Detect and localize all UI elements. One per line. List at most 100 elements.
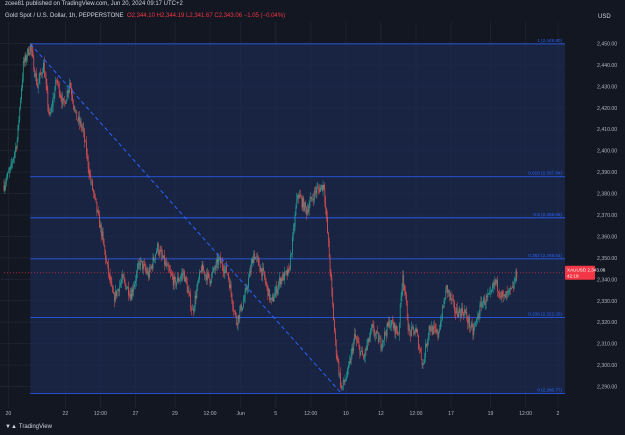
candle-up [244,292,246,299]
last-price-countdown: 42:19 [567,273,579,278]
candle-down [450,293,452,300]
candle-down [81,127,83,129]
candle-up [255,257,256,260]
candle-down [235,315,237,325]
candle-up [247,287,249,290]
candle-down [472,326,474,335]
y-tick-label: 2,330.00 [597,299,617,305]
candle-down [30,44,32,50]
candle-up [484,303,486,305]
candle-down [228,273,229,280]
candle-down [75,109,77,112]
candle-down [46,83,48,91]
candle-down [377,331,378,333]
candle-down [368,338,370,342]
candle-up [366,345,368,351]
candle-up [290,254,291,270]
y-tick-label: 2,350.00 [597,256,617,262]
candle-down [23,60,25,63]
candle-down [142,261,143,270]
candle-down [305,202,306,208]
candle-up [39,72,41,79]
candle-down [357,341,359,344]
candle-up [390,325,391,328]
candle-down [122,274,124,278]
candle-down [356,340,358,342]
candle-down [157,243,159,254]
candle-up [270,298,271,300]
y-tick-label: 2,390.00 [597,170,617,176]
candle-down [160,250,162,251]
candle-down [189,292,191,296]
candle-down [174,276,176,279]
candle-down [144,264,146,270]
candle-up [212,271,213,274]
candle-up [414,332,416,335]
candle-down [499,295,501,296]
candle-down [57,80,58,83]
candle-down [170,271,171,273]
candle-down [105,251,107,261]
candle-up [157,243,158,251]
candle-up [427,335,429,341]
candle-up [342,380,344,386]
candle-up [400,296,402,304]
x-tick-label: 12:00 [94,411,107,417]
candle-down [359,345,361,356]
candle-down [59,94,61,96]
candle-down [263,271,265,278]
candle-down [202,264,204,271]
candle-down [389,321,391,328]
candle-up [221,261,222,264]
candle-up [304,202,306,211]
candle-down [96,201,98,212]
candle-down [301,197,303,208]
candle-down [209,278,211,284]
candle-up [27,48,29,58]
candle-up [408,328,410,330]
candle-down [107,261,108,265]
symbol-legend: Gold Spot / U.S. Dollar, 1h, PEPPERSTONE… [5,13,285,19]
candle-down [335,340,337,355]
candle-up [273,298,275,302]
candle-up [239,309,241,319]
candle-down [71,88,72,95]
candle-up [364,349,366,358]
candle-up [97,210,99,212]
candle-up [320,187,321,192]
candle-down [261,268,263,277]
candle-down [466,312,468,320]
candle-down [108,273,110,275]
candle-up [310,196,312,201]
candle-up [12,161,14,164]
candle-up [135,280,136,284]
candle-down [169,269,171,272]
candle-up [79,121,81,124]
candle-up [8,172,9,174]
candle-down [87,156,89,168]
candle-down [453,299,455,302]
candle-up [274,292,276,299]
candle-up [381,346,383,349]
candle-up [367,338,369,346]
candle-up [177,277,178,283]
candle-down [404,285,405,291]
candle-up [35,73,36,77]
candle-down [214,267,215,270]
candle-up [348,365,349,369]
candle-down [434,326,435,328]
candle-up [256,256,257,258]
candle-down [195,295,197,299]
candle-down [28,48,29,55]
candle-down [220,257,221,264]
candle-down [167,264,169,266]
candle-up [131,289,133,300]
candle-down [132,289,134,292]
candle-down [146,270,148,274]
candle-down [477,316,479,318]
candle-down [462,308,463,314]
candle-down [416,328,418,333]
currency-label[interactable]: USD [598,14,611,20]
candle-up [216,258,218,263]
